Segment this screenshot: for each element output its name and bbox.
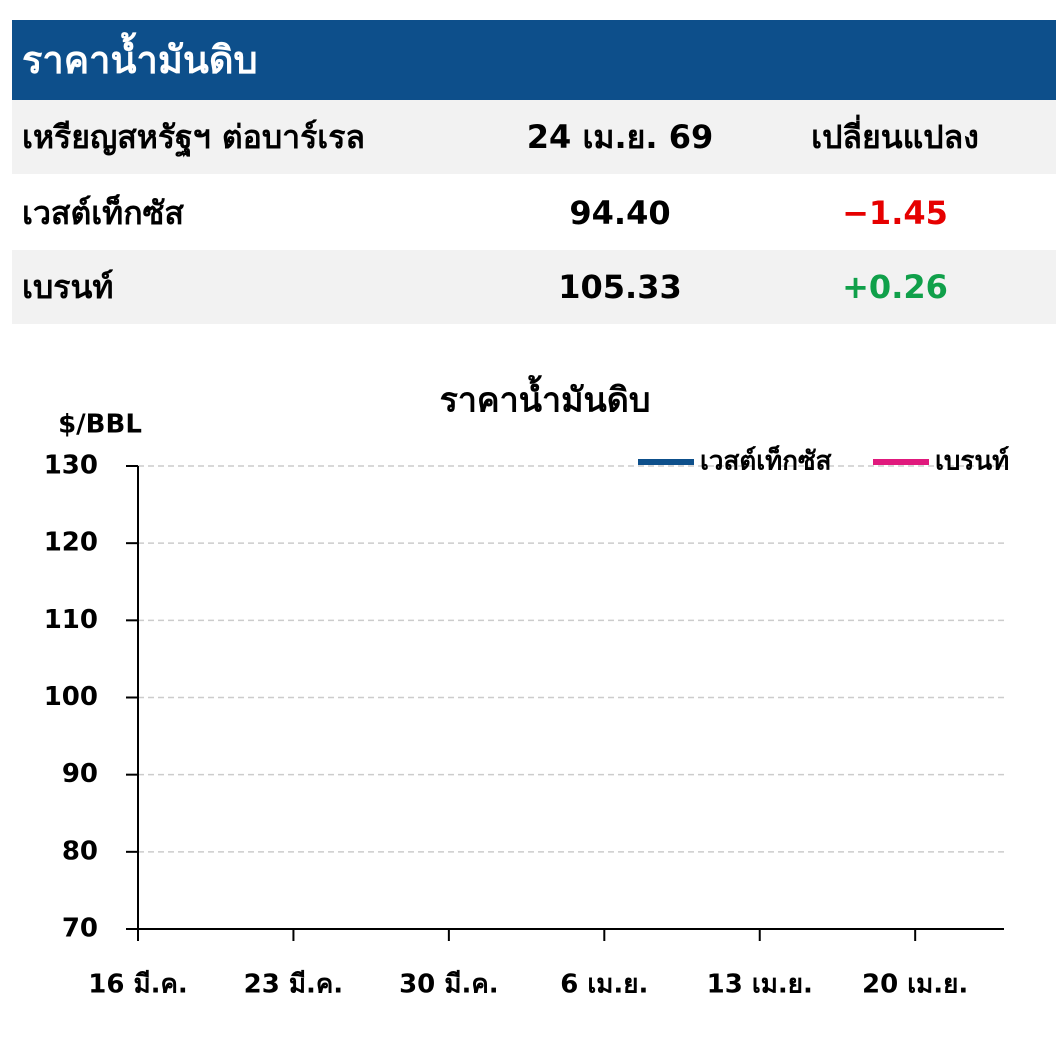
cell: 94.40 — [569, 194, 671, 232]
legend-label: เวสต์เท็กซัส — [700, 445, 832, 477]
column-header: เปลี่ยนแปลง — [811, 118, 979, 156]
table-row: เบรนท์ 105.33 +0.26 — [12, 250, 1056, 324]
y-tick-label: 100 — [44, 682, 98, 712]
x-tick-label: 20 เม.ย. — [862, 970, 968, 1000]
x-tick-label: 6 เม.ย. — [560, 970, 648, 1000]
chart: ราคาน้ำมันดิบ $/BBL 70 80 90 100 110 120 130 16… — [44, 375, 1010, 1000]
y-tick-label: 110 — [44, 605, 98, 635]
header: ราคาน้ำมันดิบ — [12, 20, 1056, 100]
x-tick-label: 30 มี.ค. — [399, 970, 499, 1000]
cell: 105.33 — [558, 268, 682, 306]
cell: −1.45 — [842, 194, 948, 232]
x-tick-label: 16 มี.ค. — [88, 970, 188, 1000]
y-tick-label: 120 — [44, 528, 98, 558]
table-row: เวสต์เท็กซัส 94.40 −1.45 — [12, 176, 1056, 250]
chart-title: ราคาน้ำมันดิบ — [440, 375, 651, 421]
x-tick-label: 13 เม.ย. — [707, 970, 813, 1000]
column-header: 24 เม.ย. 69 — [526, 118, 714, 156]
y-tick-label: 90 — [62, 759, 98, 789]
y-tick-label: 130 — [44, 451, 98, 481]
legend-label: เบรนท์ — [935, 446, 1009, 477]
table-header: เหรียญสหรัฐฯ ต่อบาร์เรล 24 เม.ย. 69 เปลี… — [12, 100, 1056, 174]
column-header: เหรียญสหรัฐฯ ต่อบาร์เรล — [22, 118, 366, 156]
cell: +0.26 — [842, 268, 948, 306]
y-tick-label: 80 — [62, 836, 98, 866]
y-axis-label: $/BBL — [58, 410, 142, 440]
cell: เวสต์เท็กซัส — [22, 194, 184, 232]
cell: เบรนท์ — [22, 268, 114, 306]
x-tick-label: 23 มี.ค. — [244, 970, 344, 1000]
y-tick-label: 70 — [62, 914, 98, 944]
header-title: ราคาน้ำมันดิบ — [22, 38, 258, 82]
